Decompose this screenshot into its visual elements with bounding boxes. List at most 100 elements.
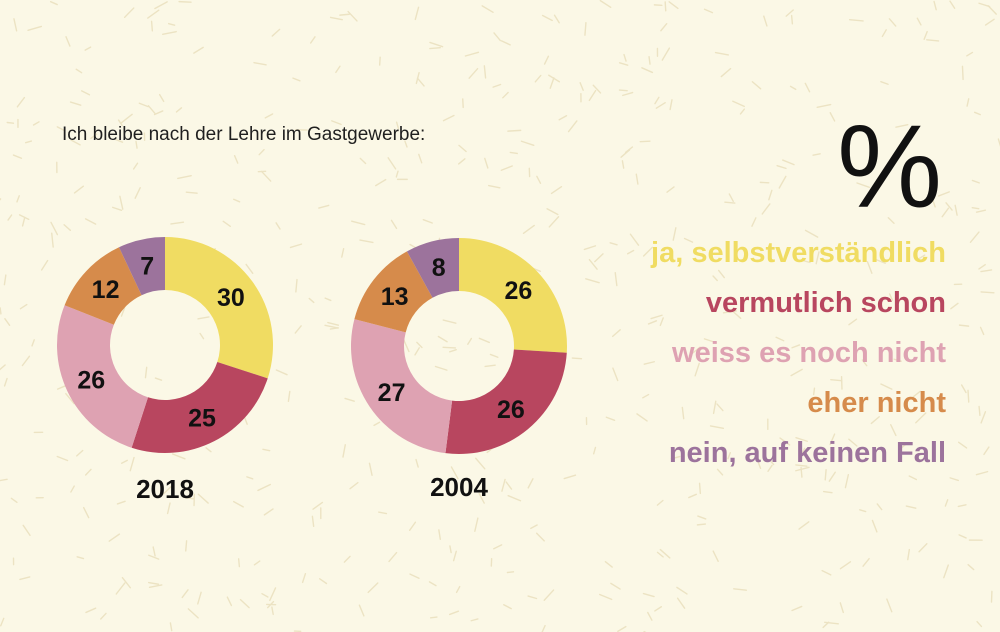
pattern-dash	[509, 151, 518, 155]
pattern-dash	[647, 611, 653, 621]
pattern-dash	[676, 597, 686, 609]
pattern-dash	[120, 113, 133, 124]
pattern-dash	[599, 0, 612, 8]
pattern-dash	[457, 158, 466, 165]
pattern-dash	[153, 110, 164, 116]
pattern-dash	[152, 546, 156, 557]
pattern-dash	[262, 448, 271, 452]
pattern-dash	[626, 249, 635, 255]
pattern-dash	[422, 218, 433, 224]
pattern-dash	[549, 77, 555, 89]
pattern-dash	[957, 441, 968, 449]
pattern-dash	[887, 217, 895, 224]
pattern-dash	[778, 175, 787, 189]
donut-chart-2018: 30 25 26 12 7 2018	[56, 237, 273, 504]
pattern-dash	[661, 47, 671, 61]
pattern-dash	[185, 191, 198, 194]
pattern-dash	[120, 307, 126, 317]
pattern-dash	[49, 0, 58, 6]
pattern-dash	[916, 17, 922, 26]
pattern-dash	[604, 560, 613, 568]
pattern-dash	[592, 446, 597, 455]
pattern-dash	[583, 245, 597, 251]
pattern-dash	[505, 481, 513, 490]
pattern-dash	[839, 561, 852, 570]
slice-value-label: 13	[381, 283, 409, 311]
pattern-dash	[681, 406, 685, 420]
pattern-dash	[905, 505, 917, 509]
pattern-dash	[16, 96, 26, 108]
pattern-dash	[624, 146, 634, 154]
pattern-dash	[21, 216, 26, 227]
slice-value-label: 26	[497, 396, 525, 424]
pattern-dash	[830, 378, 843, 382]
year-label: 2018	[136, 474, 194, 504]
donut-slice	[350, 319, 453, 454]
donut-slice	[131, 361, 268, 454]
pattern-dash	[957, 504, 967, 508]
pattern-dash	[768, 459, 775, 466]
pattern-dash	[798, 521, 810, 530]
pattern-dash	[309, 36, 316, 44]
pattern-dash	[980, 411, 987, 424]
pattern-dash	[659, 548, 671, 559]
pattern-dash	[683, 237, 694, 243]
pattern-dash	[6, 121, 15, 124]
pattern-dash	[609, 242, 618, 246]
pattern-dash	[493, 544, 503, 550]
donut-slice	[165, 237, 273, 379]
pattern-dash	[958, 324, 970, 327]
donut-slice	[406, 238, 459, 298]
pattern-dash	[848, 318, 858, 326]
pattern-dash	[335, 65, 341, 74]
pattern-dash	[790, 368, 803, 377]
pattern-dash	[147, 105, 156, 115]
pattern-dash	[656, 499, 664, 506]
pattern-dash	[688, 346, 701, 357]
pattern-dash	[617, 625, 627, 632]
pattern-dash	[945, 202, 953, 211]
pattern-dash	[111, 206, 123, 212]
pattern-dash	[56, 384, 67, 390]
pattern-dash	[13, 18, 18, 32]
pattern-dash	[27, 25, 43, 32]
pattern-dash	[520, 140, 535, 147]
pattern-dash	[727, 452, 731, 460]
pattern-dash	[861, 359, 868, 367]
pattern-dash	[527, 478, 534, 489]
pattern-dash	[3, 274, 7, 286]
pattern-dash	[375, 178, 387, 187]
pattern-dash	[90, 133, 98, 140]
pattern-dash	[614, 271, 618, 287]
pattern-dash	[358, 604, 365, 617]
pattern-dash	[148, 554, 160, 560]
legend-item-ja-selbstverstaendlich: ja, selbstverständlich	[651, 237, 946, 269]
pattern-dash	[844, 473, 850, 489]
pattern-dash	[610, 582, 621, 590]
slice-value-label: 12	[92, 276, 120, 304]
pattern-dash	[10, 497, 18, 504]
pattern-dash	[171, 453, 186, 460]
pattern-dash	[438, 529, 442, 540]
pattern-dash	[703, 338, 717, 344]
pattern-dash	[621, 160, 625, 169]
pattern-dash	[429, 41, 444, 48]
pattern-dash	[502, 91, 509, 99]
pattern-dash	[558, 115, 568, 121]
pattern-dash	[553, 14, 560, 24]
pattern-dash	[73, 185, 85, 194]
pattern-dash	[866, 261, 873, 274]
pattern-dash	[123, 7, 135, 19]
pattern-dash	[548, 216, 560, 228]
pattern-dash	[429, 46, 441, 50]
pattern-dash	[132, 162, 139, 170]
pattern-dash	[84, 218, 97, 225]
slice-value-label: 30	[217, 284, 245, 312]
pattern-dash	[642, 393, 650, 399]
pattern-dash	[980, 291, 995, 294]
pattern-dash	[821, 569, 832, 576]
pattern-dash	[493, 32, 502, 42]
pattern-dash	[287, 390, 291, 402]
pattern-dash	[83, 506, 90, 519]
pattern-dash	[166, 502, 171, 515]
